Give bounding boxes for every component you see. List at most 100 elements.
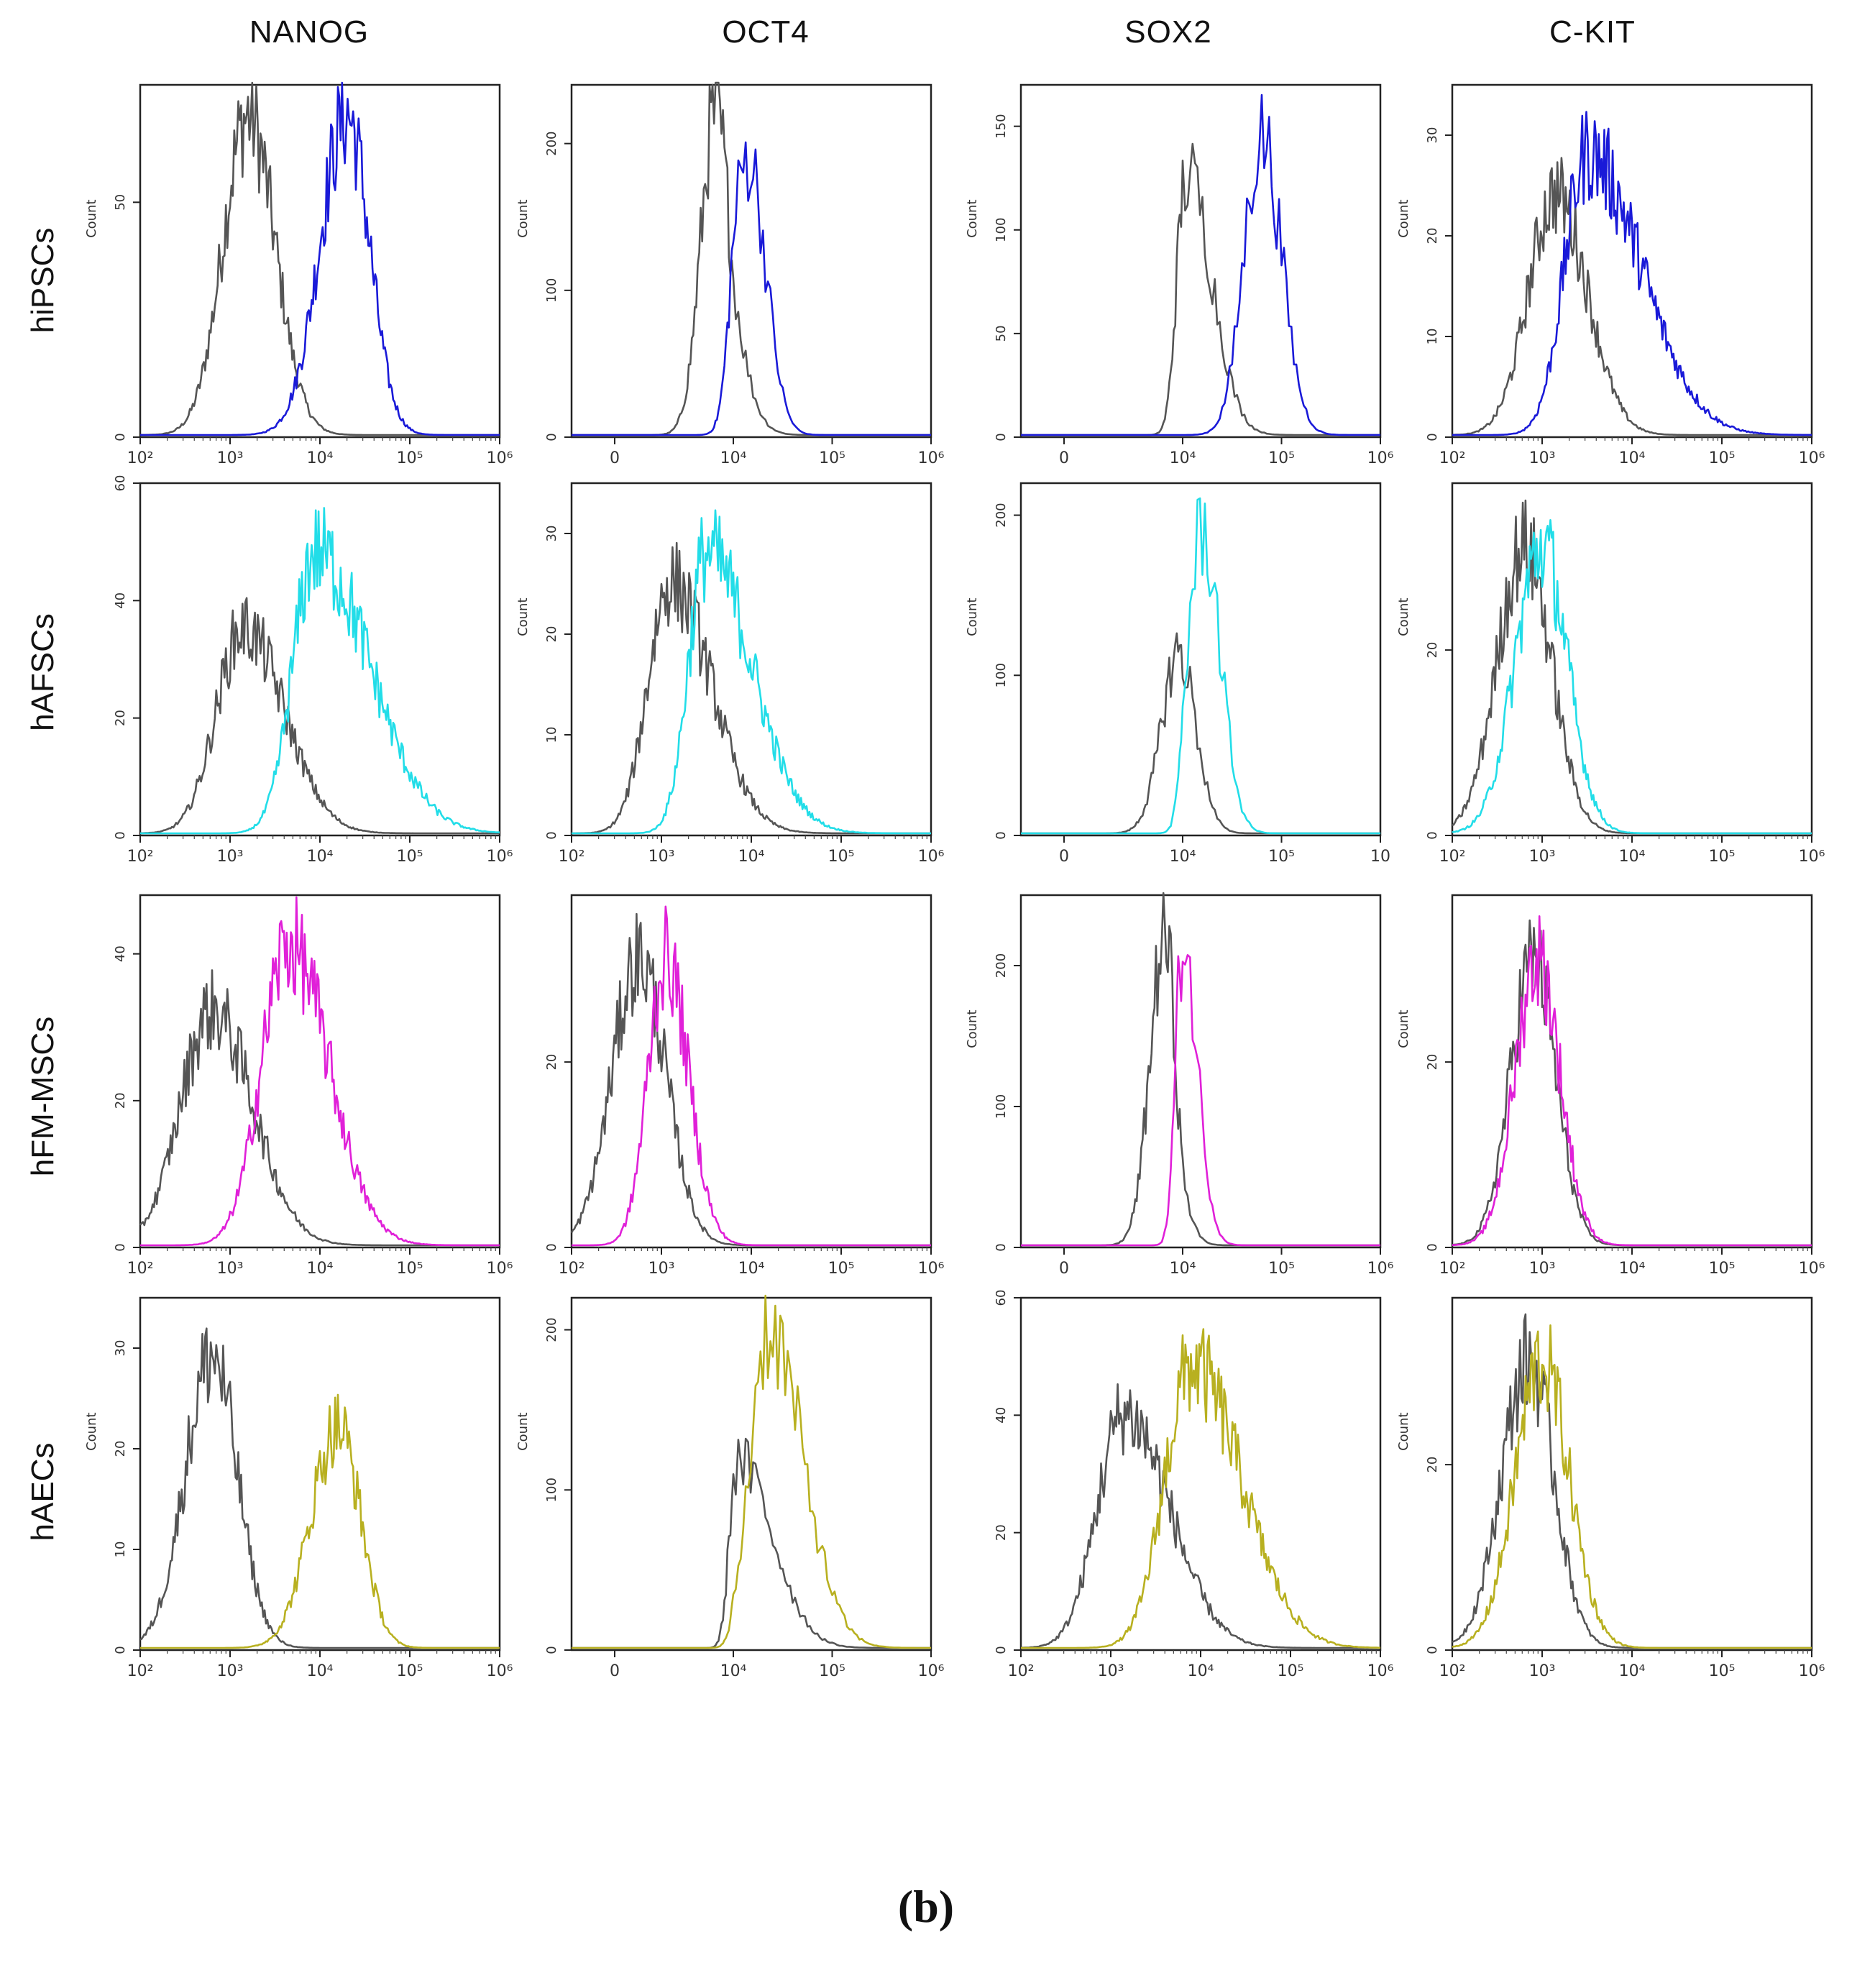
histogram-hfm-mscs-c-kit: 0 20 Count 10² 10³ 10⁴ 10⁵ 10⁶ <box>1396 894 1825 1278</box>
y-tick-label: 0 <box>1425 1243 1440 1251</box>
x-tick-label: 10³ <box>217 1662 244 1680</box>
histogram-haecs-sox2: 0 20 40 60 10² 10³ 10⁴ 10⁵ 10⁶ <box>994 1290 1394 1680</box>
x-tick-label: 10² <box>1439 1260 1466 1278</box>
plot-frame <box>1019 83 1382 439</box>
y-tick-label: 10 <box>544 727 559 743</box>
stained-histogram-line <box>572 509 931 835</box>
stained-histogram-line <box>1452 111 1812 436</box>
histogram-haecs-c-kit: 0 20 Count 10² 10³ 10⁴ 10⁵ 10⁶ <box>1396 1296 1825 1680</box>
stained-histogram-line <box>1020 497 1380 835</box>
stained-histogram-line <box>140 81 500 436</box>
histogram-hafscs-nanog: 0 20 40 60 10² 10³ 10⁴ 10⁵ 10⁶ <box>113 475 513 866</box>
x-tick-label: 10⁶ <box>918 848 945 866</box>
x-tick-label: 10⁵ <box>397 1662 423 1680</box>
histogram-hipscs-c-kit: 0 10 20 30 Count 10² 10³ 10⁴ 10⁵ 10⁶ <box>1396 83 1825 467</box>
y-axis-label: Count <box>965 199 980 237</box>
x-tick-label: 10⁴ <box>307 449 334 467</box>
y-tick-label: 20 <box>1425 1457 1440 1473</box>
y-axis-label: Count <box>1396 1412 1411 1450</box>
y-tick-label: 200 <box>994 953 1009 978</box>
plot-frame <box>570 482 932 837</box>
y-tick-label: 0 <box>113 1243 128 1251</box>
x-tick-label: 10⁴ <box>1619 1260 1646 1278</box>
plot-frame <box>1451 482 1813 837</box>
x-tick-label: 10⁴ <box>738 1260 765 1278</box>
y-tick-label: 150 <box>994 114 1009 138</box>
histogram-hafscs-oct4: 0 10 20 30 Count 10² 10³ 10⁴ 10⁵ 10⁶ <box>515 482 945 866</box>
y-tick-label: 0 <box>113 831 128 839</box>
x-tick-label: 10⁵ <box>819 449 845 467</box>
y-axis-label: Count <box>965 597 980 636</box>
x-tick-label: 10⁴ <box>738 848 765 866</box>
y-tick-label: 200 <box>544 1317 559 1342</box>
y-tick-label: 0 <box>994 1646 1009 1654</box>
y-tick-label: 0 <box>113 1646 128 1654</box>
y-axis-label: Count <box>965 1009 980 1048</box>
x-tick-label: 10³ <box>648 848 675 866</box>
y-tick-label: 100 <box>994 663 1009 687</box>
x-tick-label: 10³ <box>217 449 244 467</box>
y-tick-label: 10 <box>1425 329 1440 345</box>
y-tick-label: 30 <box>113 1340 128 1357</box>
y-axis-label: Count <box>1396 199 1411 237</box>
x-tick-label: 10⁵ <box>397 1260 423 1278</box>
x-tick-label: 10⁵ <box>397 848 423 866</box>
x-tick-label: 10⁴ <box>720 1662 747 1680</box>
y-tick-label: 0 <box>1425 831 1440 839</box>
x-tick-label: 10² <box>127 449 154 467</box>
x-tick-label: 0 <box>1059 449 1069 467</box>
control-histogram-line <box>1452 157 1812 436</box>
x-tick-label: 10⁶ <box>487 1260 513 1278</box>
y-tick-label: 0 <box>544 1243 559 1251</box>
x-tick-label: 10⁶ <box>1799 1260 1825 1278</box>
stained-histogram-line <box>140 896 500 1247</box>
stained-histogram-line <box>1020 954 1380 1247</box>
x-tick-label: 10⁶ <box>487 1662 513 1680</box>
x-tick-label: 10² <box>559 1260 585 1278</box>
y-tick-label: 0 <box>544 433 559 441</box>
x-tick-label: 10⁵ <box>1709 449 1736 467</box>
x-tick-label: 10² <box>1439 449 1466 467</box>
y-tick-label: 20 <box>544 626 559 643</box>
y-tick-label: 40 <box>113 592 128 609</box>
x-tick-label: 10² <box>1008 1662 1035 1680</box>
x-tick-label: 0 <box>1059 848 1069 866</box>
y-axis-label: Count <box>1396 1009 1411 1048</box>
y-tick-label: 100 <box>544 278 559 303</box>
x-tick-label: 10² <box>1439 1662 1466 1680</box>
stained-histogram-line <box>140 507 500 835</box>
y-axis-label: Count <box>515 1412 531 1450</box>
plot-frame <box>1451 1296 1813 1652</box>
x-tick-label: 10² <box>127 848 154 866</box>
y-tick-label: 200 <box>544 131 559 155</box>
x-tick-label: 10⁵ <box>397 449 423 467</box>
x-tick-label: 10⁶ <box>918 1662 945 1680</box>
y-tick-label: 20 <box>113 1441 128 1457</box>
x-tick-label: 10⁶ <box>487 848 513 866</box>
x-tick-label: 10² <box>127 1662 154 1680</box>
y-tick-label: 20 <box>113 1092 128 1109</box>
plot-frame <box>139 1296 501 1652</box>
y-axis-label: Count <box>515 199 531 237</box>
x-tick-label: 10⁵ <box>1709 1662 1736 1680</box>
stained-histogram-line <box>140 1393 500 1649</box>
y-tick-label: 20 <box>1425 642 1440 659</box>
y-tick-label: 20 <box>113 710 128 726</box>
y-tick-label: 0 <box>994 1243 1009 1251</box>
x-tick-label: 10⁵ <box>819 1662 845 1680</box>
y-tick-label: 0 <box>1425 1646 1440 1654</box>
x-tick-label: 10⁴ <box>307 1260 334 1278</box>
x-tick-label: 10⁴ <box>1170 848 1196 866</box>
y-tick-label: 100 <box>544 1478 559 1502</box>
x-tick-label: 10⁴ <box>720 449 747 467</box>
stained-histogram-line <box>571 1294 931 1649</box>
panel-label: (b) <box>897 1881 955 1932</box>
x-tick-label: 10⁶ <box>1367 449 1394 467</box>
x-tick-label: 10⁵ <box>1709 848 1736 866</box>
y-tick-label: 40 <box>113 945 128 962</box>
y-tick-label: 40 <box>994 1407 1009 1424</box>
stained-histogram-line <box>1452 1324 1812 1649</box>
plot-frame <box>570 894 932 1249</box>
y-tick-label: 0 <box>994 433 1009 441</box>
